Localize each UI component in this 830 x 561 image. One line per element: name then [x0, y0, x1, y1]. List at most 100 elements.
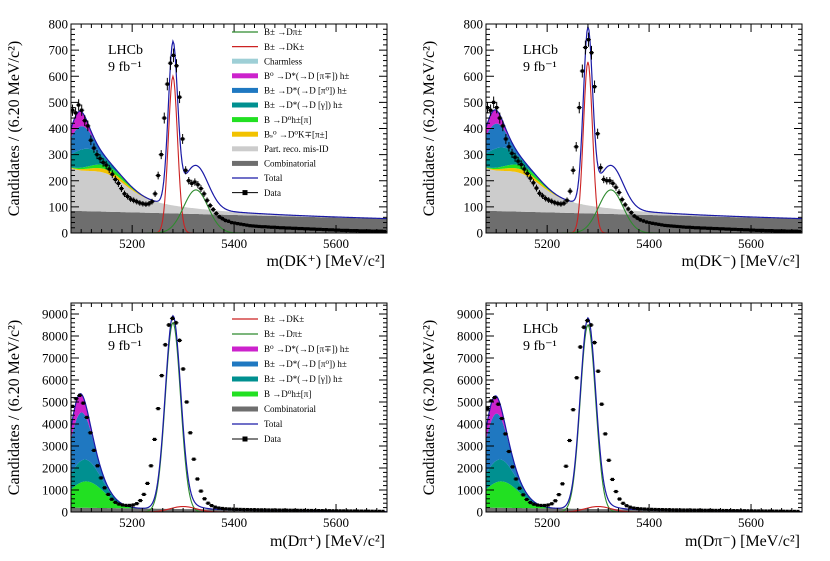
data-point — [98, 156, 102, 161]
data-point — [211, 207, 215, 212]
data-point — [147, 202, 151, 206]
data-point — [689, 508, 693, 512]
data-point — [346, 228, 350, 232]
legend-swatch — [232, 376, 258, 382]
data-point — [195, 477, 199, 481]
legend-swatch — [232, 87, 258, 93]
data-point — [248, 224, 252, 228]
fit-curves — [486, 24, 802, 233]
y-tick-label: 500 — [464, 95, 484, 110]
data-point — [239, 222, 243, 226]
data-point — [352, 229, 356, 233]
stacked-components — [71, 393, 387, 512]
data-point — [678, 225, 682, 229]
data-point — [249, 508, 253, 512]
data-point — [681, 225, 685, 229]
data-point — [669, 224, 673, 228]
y-axis-title: Candidates / (6.20 MeV/c²) — [6, 41, 23, 216]
legend-label: Part. reco. mis-ID — [264, 144, 329, 154]
data-point — [152, 437, 157, 441]
data-point — [113, 177, 117, 182]
data-point — [306, 227, 310, 231]
y-axis-title: Candidates / (6.20 MeV/c²) — [6, 320, 23, 495]
data-point — [553, 499, 557, 503]
data-point — [292, 508, 296, 512]
data-point — [88, 431, 92, 435]
data-point — [220, 217, 224, 221]
data-point — [654, 222, 658, 226]
data-point — [493, 396, 497, 400]
data-point — [733, 227, 737, 231]
data-point — [181, 137, 185, 141]
data-point — [586, 38, 591, 42]
data-point — [251, 224, 255, 228]
data-point — [163, 343, 167, 347]
plot-frame — [485, 302, 803, 513]
data-point — [226, 219, 231, 223]
data-point — [358, 229, 362, 233]
legend-label: Total — [264, 173, 283, 183]
data-point — [675, 508, 679, 512]
data-point — [574, 145, 578, 149]
data-point — [540, 194, 545, 198]
data-point — [503, 432, 507, 436]
data-point — [363, 509, 367, 512]
data-point — [724, 508, 729, 512]
data-point — [746, 509, 750, 512]
data-point — [315, 227, 319, 231]
data-point — [504, 137, 508, 141]
data-point — [299, 508, 303, 512]
data-point — [735, 509, 739, 512]
luminosity-label: 9 fb⁻¹ — [108, 60, 142, 75]
data-point — [266, 225, 270, 229]
legend-marker — [242, 190, 248, 196]
data-point — [235, 507, 239, 511]
data-point — [379, 229, 383, 233]
data-point — [521, 493, 525, 497]
data-point — [370, 509, 374, 512]
data-point — [284, 226, 289, 230]
data-point — [589, 51, 594, 55]
data-point — [496, 402, 500, 406]
y-tick-label: 400 — [49, 121, 69, 136]
data-point — [571, 408, 575, 412]
area-charmless — [71, 393, 387, 512]
data-point — [638, 218, 643, 222]
data-point — [782, 229, 786, 233]
data-point — [373, 229, 377, 233]
data-point — [531, 181, 535, 185]
data-point — [119, 186, 124, 191]
data-point — [559, 202, 563, 206]
data-point — [628, 505, 632, 509]
data-point — [297, 226, 301, 231]
y-tick-label: 1000 — [457, 483, 483, 498]
data-point — [260, 508, 264, 512]
data-point — [185, 400, 189, 404]
data-point — [728, 508, 732, 512]
y-tick-label: 8000 — [42, 329, 68, 344]
data-point — [217, 215, 221, 219]
data-point — [356, 509, 360, 512]
data-point — [330, 228, 335, 232]
legend-label: Charmless — [264, 56, 302, 66]
y-tick-label: 3000 — [457, 439, 483, 454]
data-point — [578, 345, 582, 349]
y-tick-label: 6000 — [42, 373, 68, 388]
data-point — [171, 53, 176, 57]
data-point — [131, 503, 135, 507]
data-point — [664, 508, 668, 512]
data-point — [685, 508, 689, 512]
data-point — [367, 229, 371, 233]
legend-marker — [242, 436, 248, 442]
data-point — [617, 497, 622, 501]
data-point — [794, 229, 798, 233]
data-point — [632, 214, 636, 218]
data-point — [281, 508, 285, 512]
data-point — [547, 198, 551, 202]
data-point — [577, 106, 581, 110]
data-point — [764, 229, 768, 233]
data-point — [188, 431, 192, 435]
data-point — [277, 508, 282, 512]
data-point — [213, 505, 217, 509]
data-point — [205, 198, 209, 202]
